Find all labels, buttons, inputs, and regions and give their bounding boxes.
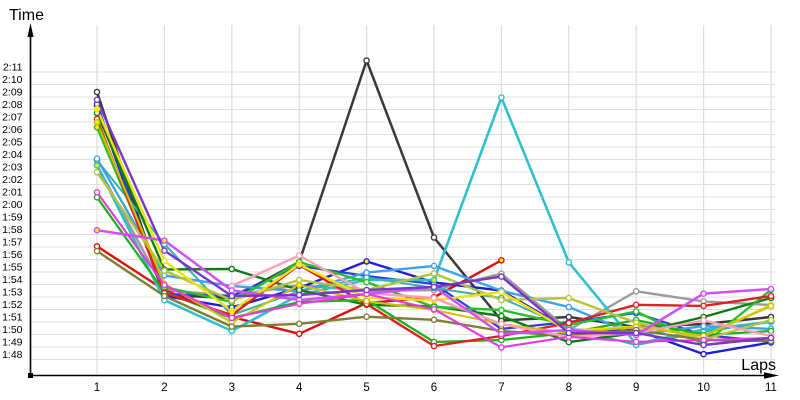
svg-text:4: 4 (296, 382, 303, 394)
svg-text:2:05: 2:05 (2, 137, 23, 149)
svg-text:2:08: 2:08 (2, 99, 23, 111)
svg-text:1:49: 1:49 (2, 337, 23, 349)
svg-text:Time: Time (9, 7, 44, 24)
svg-text:5: 5 (363, 382, 369, 394)
svg-text:1: 1 (94, 382, 100, 394)
svg-text:2:10: 2:10 (2, 74, 23, 86)
svg-text:3: 3 (229, 382, 235, 394)
svg-text:1:51: 1:51 (2, 312, 23, 324)
svg-text:2:07: 2:07 (2, 112, 23, 124)
svg-text:9: 9 (633, 382, 639, 394)
svg-text:7: 7 (498, 382, 504, 394)
svg-text:11: 11 (765, 382, 777, 394)
svg-text:1:48: 1:48 (2, 349, 23, 361)
svg-text:2:01: 2:01 (2, 187, 23, 199)
svg-text:1:58: 1:58 (2, 224, 23, 236)
svg-text:1:53: 1:53 (2, 287, 23, 299)
svg-text:1:57: 1:57 (2, 237, 23, 249)
svg-text:Laps: Laps (741, 357, 776, 374)
svg-text:2: 2 (161, 382, 167, 394)
svg-text:1:52: 1:52 (2, 299, 23, 311)
svg-text:2:06: 2:06 (2, 124, 23, 136)
svg-text:2:02: 2:02 (2, 174, 23, 186)
svg-text:6: 6 (431, 382, 437, 394)
svg-text:1:59: 1:59 (2, 212, 23, 224)
svg-text:2:11: 2:11 (3, 62, 23, 74)
svg-text:8: 8 (566, 382, 572, 394)
svg-text:1:50: 1:50 (2, 324, 23, 336)
svg-text:1:54: 1:54 (2, 274, 23, 286)
svg-text:2:00: 2:00 (2, 199, 23, 211)
svg-text:2:04: 2:04 (2, 149, 23, 161)
svg-text:2:09: 2:09 (2, 87, 23, 99)
svg-text:1:55: 1:55 (2, 262, 23, 274)
svg-text:10: 10 (697, 382, 710, 394)
svg-text:1:56: 1:56 (2, 249, 23, 261)
svg-text:2:03: 2:03 (2, 162, 23, 174)
